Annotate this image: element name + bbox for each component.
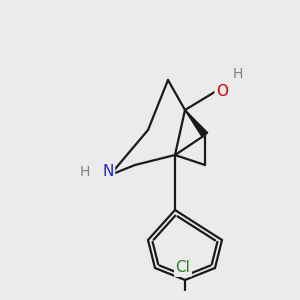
Text: O: O <box>216 83 228 98</box>
Text: N: N <box>102 164 114 179</box>
Polygon shape <box>185 110 208 137</box>
Text: H: H <box>233 67 243 81</box>
Text: H: H <box>80 165 90 179</box>
Text: Cl: Cl <box>176 260 190 275</box>
